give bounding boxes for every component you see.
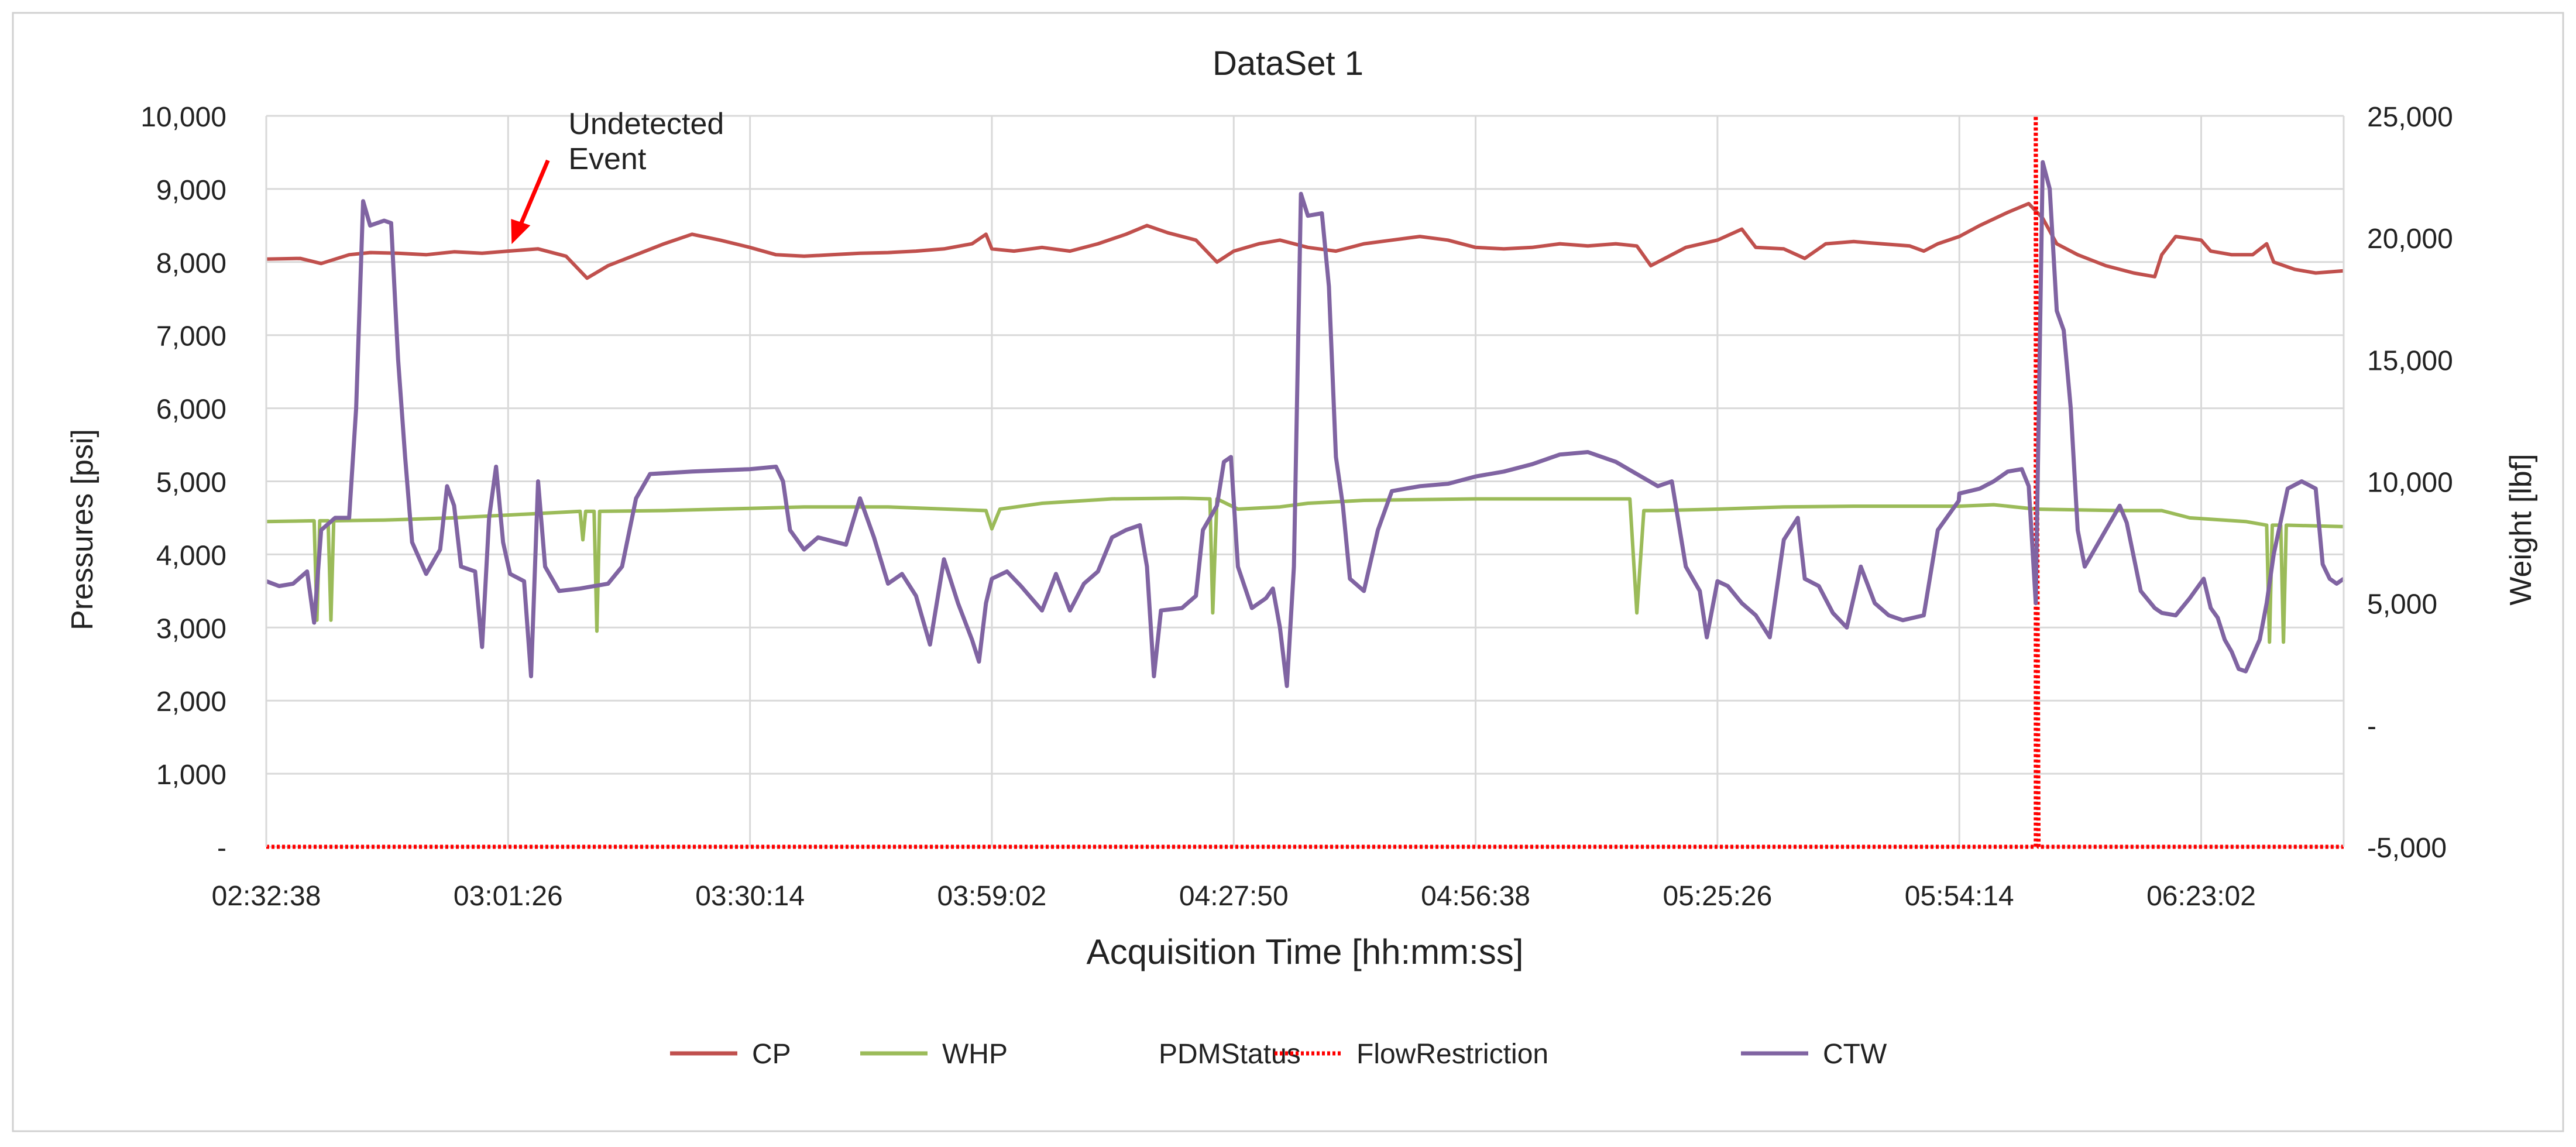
- annotation-arrow-head: [511, 219, 531, 245]
- series-lines: [265, 114, 2345, 849]
- series-line-cp: [266, 201, 2344, 280]
- gridlines: [265, 115, 2344, 848]
- x-tick-label: 06:23:02: [2146, 881, 2256, 912]
- x-axis-label: Acquisition Time [hh:mm:ss]: [1087, 932, 1524, 971]
- y-left-tick-label: -: [217, 833, 226, 864]
- y-right-tick-label: 20,000: [2367, 224, 2453, 255]
- x-tick-label: 04:27:50: [1179, 881, 1289, 912]
- x-tick-label: 04:56:38: [1421, 881, 1530, 912]
- y-right-tick-label: -5,000: [2367, 833, 2447, 864]
- x-tick-label: 05:54:14: [1905, 881, 2014, 912]
- x-tick-label: 05:25:26: [1663, 881, 1772, 912]
- legend-label-ctw: CTW: [1823, 1039, 1887, 1070]
- legend-label-flowrestriction: FlowRestriction: [1356, 1039, 1548, 1070]
- y-left-tick-label: 10,000: [140, 102, 226, 133]
- y-left-tick-label: 9,000: [156, 175, 226, 206]
- y-left-tick-label: 4,000: [156, 540, 226, 571]
- y-right-tick-label: 25,000: [2367, 102, 2453, 133]
- axes: - 1,000 2,000 3,000 4,000 5,000 6,000 7,000 8,00…: [140, 102, 2453, 912]
- y-axis-right-label: Weight [lbf]: [2504, 454, 2538, 605]
- x-tick-label: 03:30:14: [695, 881, 805, 912]
- annotation-text-line2: Event: [568, 142, 647, 176]
- chart-title: DataSet 1: [1213, 44, 1363, 83]
- legend-label-pdmstatus: PDMStatus: [1159, 1039, 1301, 1070]
- y-left-tick-label: 2,000: [156, 686, 226, 717]
- x-tick-label: 03:01:26: [454, 881, 563, 912]
- y-left-tick-label: 3,000: [156, 613, 226, 644]
- y-axis-left-label: Pressures [psi]: [66, 429, 99, 630]
- y-right-tick-label: 10,000: [2367, 468, 2453, 499]
- annotation-arrow-shaft: [518, 159, 550, 228]
- y-left-tick-label: 6,000: [156, 394, 226, 425]
- y-left-tick-label: 7,000: [156, 321, 226, 352]
- x-tick-label: 02:32:38: [212, 881, 321, 912]
- x-tick-label: 03:59:02: [937, 881, 1047, 912]
- y-right-tick-label: -: [2367, 711, 2376, 742]
- series-line-ctw: [265, 160, 2345, 688]
- y-left-tick-label: 1,000: [156, 760, 226, 791]
- y-right-tick-label: 15,000: [2367, 345, 2453, 376]
- legend-label-cp: CP: [752, 1039, 791, 1070]
- y-right-tick-label: 5,000: [2367, 589, 2437, 620]
- legend: CP WHP PDMStatus FlowRestriction CTW: [670, 1039, 1887, 1070]
- y-left-tick-label: 5,000: [156, 468, 226, 499]
- annotation-text-line1: Undetected: [568, 107, 724, 141]
- legend-label-whp: WHP: [942, 1039, 1008, 1070]
- y-left-tick-label: 8,000: [156, 248, 226, 279]
